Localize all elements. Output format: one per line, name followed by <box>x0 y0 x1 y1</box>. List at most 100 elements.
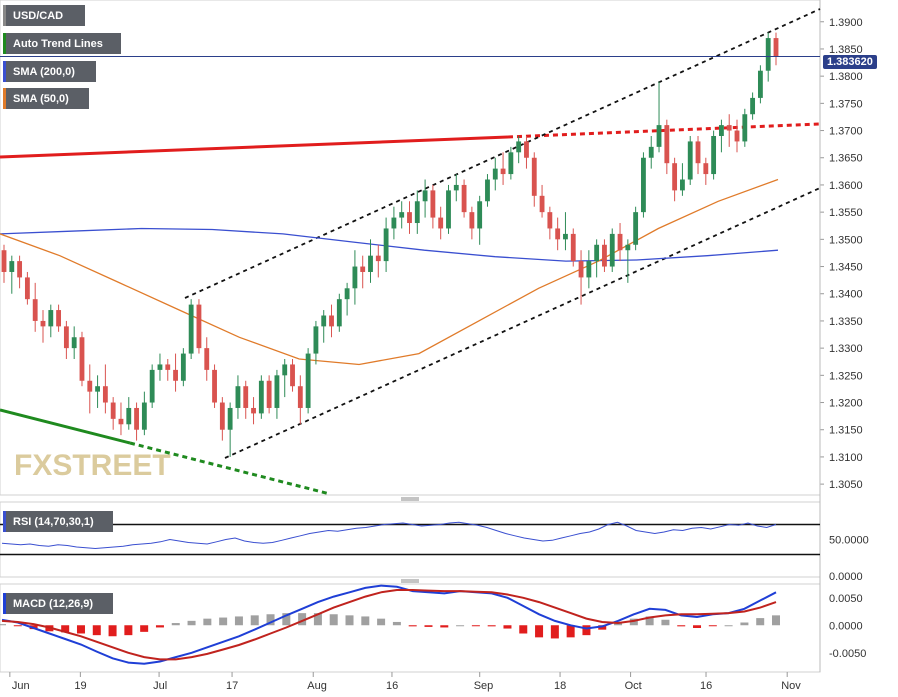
candle-body <box>149 369 155 403</box>
candle-body <box>118 418 124 425</box>
candle-body <box>461 184 467 213</box>
candle-body <box>641 157 646 213</box>
y-tick-label: 1.3350 <box>829 316 863 328</box>
legend-symbol-label: USD/CAD <box>13 9 64 22</box>
candle-body <box>141 402 147 430</box>
candle-body <box>609 233 615 267</box>
trendline-resistance-dashed <box>507 122 821 139</box>
candle-body <box>422 190 428 202</box>
macd-histogram-bar <box>724 625 733 627</box>
candle-body <box>329 315 334 327</box>
macd-histogram-bar <box>440 625 449 628</box>
candle-body <box>32 299 38 321</box>
macd-tick-label: -0.0050 <box>829 648 866 660</box>
macd-histogram-bar <box>0 624 6 626</box>
candle-body <box>157 364 163 370</box>
sma50-swatch <box>3 88 6 109</box>
candle-body <box>680 179 685 191</box>
macd-histogram-bar <box>408 625 417 627</box>
legend-rsi[interactable]: RSI (14,70,30,1) <box>3 511 113 532</box>
x-tick-label: 17 <box>226 680 238 692</box>
candle-body <box>219 402 225 430</box>
candle-body <box>126 407 132 425</box>
candle-body <box>375 255 381 262</box>
candle-body <box>305 353 311 408</box>
candle-body <box>485 179 490 202</box>
macd-histogram-bar <box>219 617 228 626</box>
legend-symbol[interactable]: USD/CAD <box>3 5 85 26</box>
legend-trend[interactable]: Auto Trend Lines <box>3 33 121 54</box>
x-tick-label: 16 <box>700 680 712 692</box>
candle-body <box>524 141 529 158</box>
legend-sma50[interactable]: SMA (50,0) <box>3 88 89 109</box>
candle-body <box>664 125 670 164</box>
macd-histogram-bar <box>614 623 623 626</box>
candle-body <box>344 288 350 300</box>
macd-histogram-bar <box>740 622 749 626</box>
candle-body <box>313 326 319 354</box>
candle-body <box>102 386 108 403</box>
candle-body <box>352 266 358 289</box>
macd-histogram-bar <box>298 613 307 626</box>
macd-tick-label: 0.0000 <box>829 620 863 632</box>
macd-histogram-bar <box>677 625 686 627</box>
macd-swatch <box>3 593 6 614</box>
macd-histogram-bar <box>756 618 765 626</box>
candle-body <box>40 320 46 327</box>
candle-body <box>500 168 506 175</box>
candle-body <box>360 266 366 272</box>
y-tick-label: 1.3250 <box>829 370 863 382</box>
macd-histogram-bar <box>76 625 85 634</box>
macd-histogram-bar <box>92 625 101 636</box>
candle-body <box>726 125 732 131</box>
macd-histogram-bar <box>392 621 401 626</box>
candle-body <box>563 233 568 240</box>
candle-body <box>204 348 210 370</box>
candle-body <box>703 163 709 175</box>
candle-body <box>539 195 545 213</box>
y-tick-label: 1.3700 <box>829 126 863 138</box>
candle-body <box>196 304 202 349</box>
rsi-panel <box>0 501 821 578</box>
candle-body <box>477 201 483 229</box>
y-tick-label: 1.3100 <box>829 452 863 464</box>
y-tick-label: 1.3050 <box>829 479 863 491</box>
candle-body <box>742 114 748 142</box>
candle-body <box>586 261 592 278</box>
macd-histogram-bar <box>661 619 670 626</box>
legend-macd[interactable]: MACD (12,26,9) <box>3 593 113 614</box>
candle-body <box>578 261 584 278</box>
y-tick-label: 1.3150 <box>829 425 863 437</box>
candle-body <box>672 163 678 191</box>
macd-histogram-bar <box>329 614 338 626</box>
sma200-swatch <box>3 61 6 82</box>
candle-body <box>290 364 295 387</box>
y-tick-label: 1.3850 <box>829 44 863 56</box>
macd-tick-label: 0.0050 <box>829 593 863 605</box>
candle-body <box>446 190 451 229</box>
x-tick-label: Nov <box>781 680 801 692</box>
macd-histogram-bar <box>708 625 717 627</box>
y-tick-label: 1.3800 <box>829 71 863 83</box>
macd-histogram-bar <box>282 613 291 626</box>
candle-body <box>555 228 561 240</box>
x-tick-label: Jul <box>153 680 167 692</box>
candle-body <box>79 337 85 381</box>
candle-body <box>734 130 740 142</box>
candle-body <box>87 380 93 392</box>
macd-histogram-bar <box>345 615 354 626</box>
macd-histogram-bar <box>108 625 117 637</box>
channel-lower-line <box>224 187 821 459</box>
macd-histogram-bar <box>693 625 702 628</box>
candle-body <box>110 402 116 419</box>
y-tick-label: 1.3750 <box>829 98 863 110</box>
rsi-level-label: 0.0000 <box>829 571 863 583</box>
x-tick-label: 19 <box>74 680 86 692</box>
legend-sma200[interactable]: SMA (200,0) <box>3 61 96 82</box>
x-tick-label: Jun <box>12 680 30 692</box>
candle-body <box>173 369 178 381</box>
macd-histogram-bar <box>61 625 70 633</box>
y-tick-label: 1.3550 <box>829 207 863 219</box>
candle-body <box>297 386 303 408</box>
macd-histogram-bar <box>171 623 180 626</box>
